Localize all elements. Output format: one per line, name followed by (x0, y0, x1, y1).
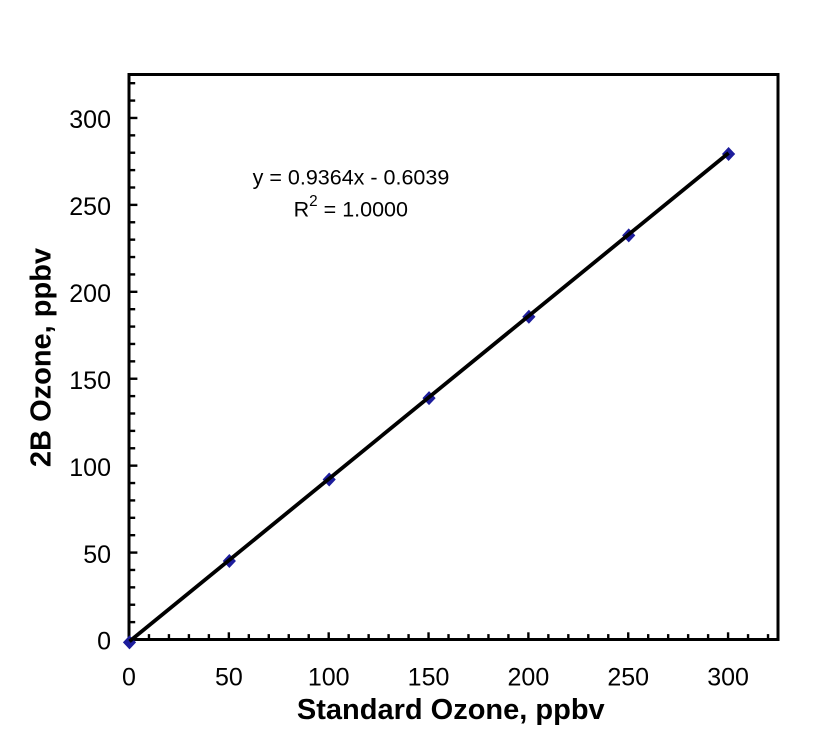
svg-text:0: 0 (97, 628, 111, 656)
svg-text:200: 200 (508, 664, 550, 692)
svg-text:2B Ozone, ppbv: 2B Ozone, ppbv (26, 248, 58, 467)
svg-text:200: 200 (69, 280, 111, 308)
svg-text:50: 50 (215, 664, 243, 692)
svg-text:150: 150 (69, 367, 111, 395)
svg-text:250: 250 (69, 193, 111, 221)
svg-text:R2 = 1.0000: R2 = 1.0000 (294, 193, 408, 222)
svg-text:300: 300 (707, 664, 749, 692)
svg-text:y = 0.9364x - 0.6039: y = 0.9364x - 0.6039 (253, 166, 450, 190)
svg-text:250: 250 (607, 664, 649, 692)
svg-text:150: 150 (408, 664, 450, 692)
svg-text:0: 0 (122, 664, 136, 692)
svg-text:Standard Ozone, ppbv: Standard Ozone, ppbv (297, 694, 605, 726)
svg-text:50: 50 (83, 541, 111, 569)
svg-text:100: 100 (308, 664, 350, 692)
svg-text:300: 300 (69, 106, 111, 134)
svg-text:100: 100 (69, 454, 111, 482)
